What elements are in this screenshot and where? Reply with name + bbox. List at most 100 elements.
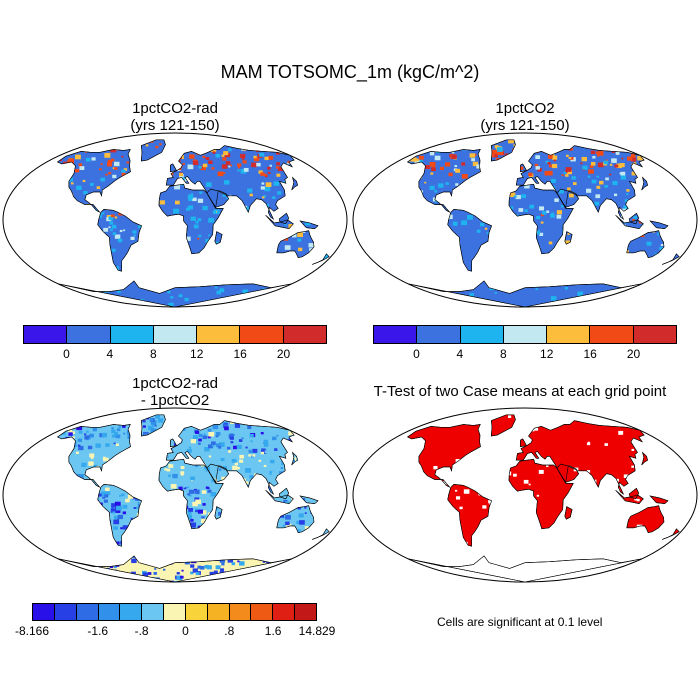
coastline-arabia xyxy=(556,188,580,208)
coastline-europe-asia xyxy=(165,145,295,220)
colorbar-swatch xyxy=(153,326,198,343)
colorbar-tick-label: .8 xyxy=(224,624,235,638)
panel-title-rad-line1: 1pctCO2-rad xyxy=(132,100,218,117)
map-boundary xyxy=(2,132,348,308)
coastline-africa xyxy=(158,183,224,255)
colorbar-tick-label: 4 xyxy=(106,347,114,361)
coastline-madagascar xyxy=(214,231,223,245)
coastline-antarctica xyxy=(57,555,292,583)
panel-title-1pct-line1: 1pctCO2 xyxy=(495,100,555,117)
colorbar-tick-label: 16 xyxy=(583,347,597,361)
coastline-new-guinea xyxy=(299,495,319,505)
coastline-antarctica xyxy=(407,280,642,308)
colorbar-tick-label: -.8 xyxy=(134,624,149,638)
panel-title-rad: 1pctCO2-rad (yrs 121-150) xyxy=(25,100,325,134)
map-boundary xyxy=(2,407,348,583)
coastline-south-america xyxy=(97,484,143,547)
colorbar-tick-label: 0 xyxy=(182,624,189,638)
map-boundary xyxy=(352,132,698,308)
panel-title-rad-line2: (yrs 121-150) xyxy=(130,117,220,134)
coastline-new-guinea xyxy=(649,495,669,505)
colorbar-swatch xyxy=(229,604,252,620)
coastline-borneo xyxy=(628,487,640,500)
coastline-arabia xyxy=(556,463,580,483)
coastline-africa xyxy=(508,458,574,530)
coastline-south-america xyxy=(447,209,493,272)
colorbar-swatch xyxy=(197,326,241,343)
colorbar-swatch xyxy=(98,604,121,620)
colorbar-tick-label: -1.6 xyxy=(87,624,109,638)
coastline-africa xyxy=(508,183,574,255)
coastline-uk xyxy=(519,163,528,173)
colorbar-swatch xyxy=(460,326,504,343)
colorbar-1pct xyxy=(373,325,677,344)
colorbar-tick-label: 16 xyxy=(233,347,247,361)
panel-title-diff-line2: - 1pctCO2 xyxy=(140,392,210,409)
panel-title-diff-line1: 1pctCO2-rad xyxy=(132,375,218,392)
coastline-north-america xyxy=(56,424,131,488)
coastline-new-guinea xyxy=(649,220,669,230)
panel-title-1pct: 1pctCO2 (yrs 121-150) xyxy=(375,100,675,134)
colorbar-tick-label: 20 xyxy=(626,347,641,361)
coastline-arabia xyxy=(206,188,230,208)
coastline-japan xyxy=(291,176,298,191)
coastline-indonesia xyxy=(615,489,644,505)
colorbar-diff xyxy=(32,603,317,621)
coastline-indonesia xyxy=(265,214,294,230)
colorbar-rad xyxy=(23,325,327,344)
colorbar-swatch xyxy=(207,604,230,620)
coastline-antarctica xyxy=(57,280,292,308)
coastline-south-america xyxy=(97,209,143,272)
colorbar-swatch xyxy=(590,326,634,343)
colorbar-tick-label: 20 xyxy=(276,347,291,361)
map-panel-rad xyxy=(2,132,348,308)
coastline-europe-asia xyxy=(515,145,645,220)
colorbar-swatch xyxy=(33,604,55,620)
colorbar-swatch xyxy=(283,326,326,343)
colorbar-swatch xyxy=(417,326,461,343)
colorbar-swatch xyxy=(503,326,548,343)
colorbar-swatch xyxy=(185,604,208,620)
coastline-new-zealand xyxy=(312,528,330,540)
panel-title-diff: 1pctCO2-rad - 1pctCO2 xyxy=(25,375,325,409)
coastline-new-guinea xyxy=(299,220,319,230)
coastline-indonesia xyxy=(265,489,294,505)
colorbar-swatch xyxy=(633,326,676,343)
coastline-europe-asia xyxy=(515,420,645,495)
colorbar-swatch xyxy=(110,326,154,343)
colorbar-swatch xyxy=(295,604,316,620)
coastline-europe-asia xyxy=(165,420,295,495)
colorbar-tick-label: 0 xyxy=(63,347,70,361)
coastline-borneo xyxy=(628,212,640,225)
coastline-madagascar xyxy=(564,231,573,245)
colorbar-swatch xyxy=(76,604,99,620)
coastline-new-zealand xyxy=(312,253,330,265)
coastline-uk xyxy=(169,438,178,448)
colorbar-swatch xyxy=(120,604,143,620)
colorbar-swatch xyxy=(374,326,418,343)
coastline-antarctica xyxy=(407,555,642,583)
colorbar-swatch xyxy=(54,604,77,620)
coastline-greenland xyxy=(140,139,166,162)
coastline-new-zealand xyxy=(662,253,680,265)
panel-title-ttest-line1: T-Test of two Case means at each grid po… xyxy=(373,383,667,400)
colorbar-tick-label: 12 xyxy=(540,347,554,361)
coastline-north-america xyxy=(406,149,481,213)
colorbar-tick-label: 12 xyxy=(190,347,204,361)
colorbar-swatch xyxy=(547,326,591,343)
colorbar-tick-label: 0 xyxy=(413,347,420,361)
coastline-borneo xyxy=(278,212,290,225)
coastline-australia xyxy=(626,505,665,534)
coastline-borneo xyxy=(278,487,290,500)
coastline-greenland xyxy=(140,414,166,437)
colorbar-swatch xyxy=(24,326,68,343)
coastline-arabia xyxy=(206,463,230,483)
coastline-north-america xyxy=(406,424,481,488)
colorbar-tick-label: 14.829 xyxy=(298,624,336,638)
colorbar-swatch xyxy=(142,604,165,620)
colorbar-swatch xyxy=(251,604,274,620)
coastline-north-america xyxy=(56,149,131,213)
map-boundary xyxy=(352,407,698,583)
colorbar-swatch xyxy=(240,326,284,343)
coastline-new-zealand xyxy=(662,528,680,540)
